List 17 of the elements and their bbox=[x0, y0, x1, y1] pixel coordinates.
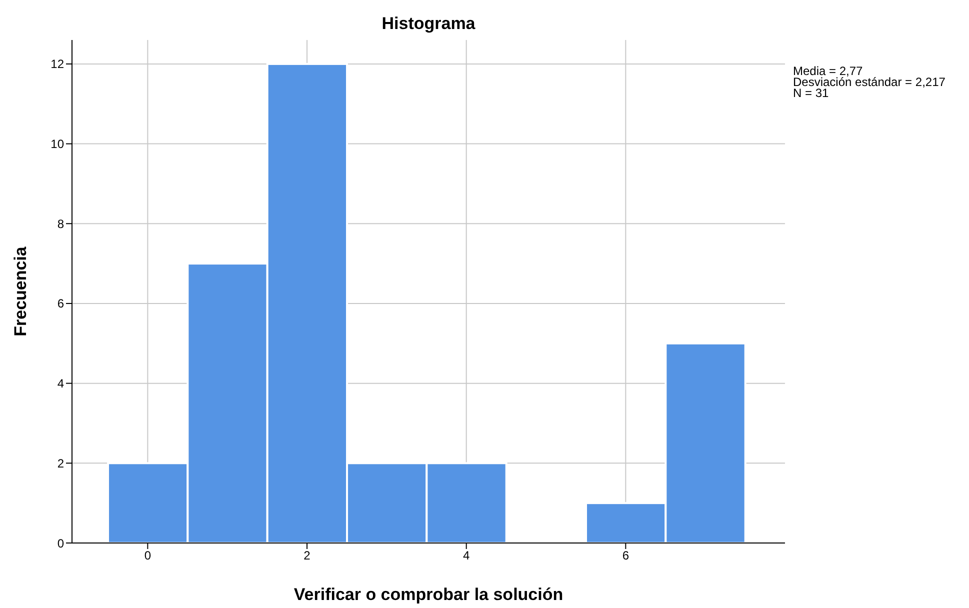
text: N = 31 bbox=[793, 86, 829, 100]
y-tick-label: 0 bbox=[57, 536, 64, 550]
text: Desviación estándar = 2,217 bbox=[793, 75, 946, 89]
y-tick-label: 6 bbox=[57, 296, 64, 311]
chart-title: Histograma bbox=[380, 14, 476, 34]
x-axis-title: Verificar o comprobar la solución bbox=[294, 585, 564, 604]
x-tick-label: 6 bbox=[622, 548, 630, 563]
y-tick-label: 2 bbox=[57, 456, 64, 470]
x-tick-label: 2 bbox=[304, 548, 311, 563]
text: Media = 2,77 bbox=[793, 64, 863, 78]
y-tick-label: 8 bbox=[57, 216, 64, 231]
y-axis-title: Frecuencia bbox=[11, 246, 30, 336]
y-tick-label: 4 bbox=[57, 376, 64, 391]
y-tick-label: 10 bbox=[50, 137, 64, 152]
y-tick-label: 12 bbox=[50, 57, 64, 72]
x-tick-label: 0 bbox=[144, 548, 152, 563]
x-tick-label: 4 bbox=[462, 548, 470, 563]
